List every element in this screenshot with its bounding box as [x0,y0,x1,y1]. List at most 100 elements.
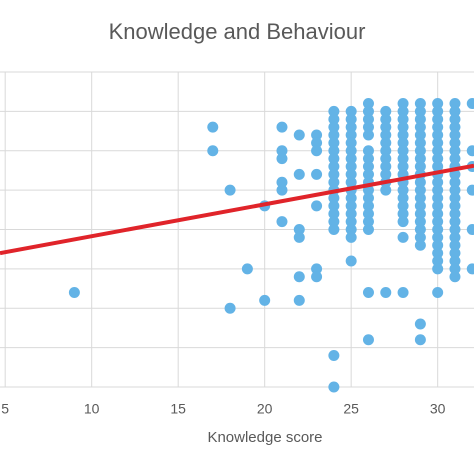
data-point [449,176,461,188]
data-point [362,113,374,125]
data-point [380,168,392,180]
data-point [414,184,426,196]
data-point [449,153,461,165]
data-point [432,247,444,259]
data-point [449,224,461,235]
data-point [362,129,374,141]
data-point [380,137,392,149]
data-point [328,137,340,149]
data-point [414,318,426,330]
data-point [276,153,288,165]
data-point [414,98,426,109]
data-point [432,263,444,275]
data-point [345,231,357,243]
data-point [276,184,288,196]
data-point [328,145,340,157]
data-point [414,129,426,141]
data-point [311,137,323,149]
data-point [449,239,461,251]
data-point [345,224,357,235]
data-point [328,208,340,220]
data-point [432,153,444,165]
x-tick-label: 5 [1,401,9,417]
data-point [432,145,444,157]
data-point [345,113,357,125]
data-point [466,184,474,196]
data-point [276,216,288,228]
data-point [362,216,374,228]
data-point [328,121,340,133]
data-point [328,224,340,235]
data-point [328,216,340,228]
data-point [362,121,374,133]
data-point [241,263,253,275]
trend-line [0,163,474,256]
data-point [432,105,444,117]
data-point [380,113,392,125]
data-point [362,161,374,172]
data-point [432,98,444,109]
data-point [397,129,409,141]
data-point [311,129,323,141]
data-point [432,287,444,298]
data-point [397,231,409,243]
data-point [414,334,426,346]
data-point [345,153,357,165]
data-point [449,145,461,157]
data-point [362,145,374,157]
data-point [397,184,409,196]
data-point [380,145,392,157]
data-point [397,105,409,117]
data-point [345,105,357,117]
data-point [449,98,461,109]
data-point [207,145,219,157]
data-point [293,271,305,283]
data-point [345,145,357,157]
data-point [311,200,323,212]
chart-title: Knowledge and Behaviour [109,19,366,44]
data-point [345,129,357,141]
data-point [293,224,305,235]
data-point [414,216,426,228]
data-point [449,192,461,204]
x-tick-label: 25 [343,401,359,417]
data-point [397,161,409,172]
data-point [311,145,323,157]
data-point [432,200,444,212]
data-point [276,176,288,188]
data-point [311,271,323,283]
data-point [328,129,340,141]
data-point [345,121,357,133]
data-point [276,121,288,133]
data-point [362,224,374,235]
data-point [449,137,461,149]
data-point [380,129,392,141]
data-point [380,105,392,117]
data-point [397,113,409,125]
data-point [449,129,461,141]
data-point [414,208,426,220]
data-point [432,176,444,188]
data-point [397,192,409,204]
data-point [397,153,409,165]
data-point [345,200,357,212]
data-point [380,184,392,196]
data-point [311,168,323,180]
data-point [466,145,474,157]
data-point [449,105,461,117]
data-point [449,247,461,259]
data-point [449,216,461,228]
data-point [345,216,357,228]
data-point [328,161,340,172]
data-point [414,200,426,212]
data-point [345,168,357,180]
data-point [414,176,426,188]
data-point [466,263,474,275]
data-point [293,231,305,243]
data-point [432,184,444,196]
data-point [362,208,374,220]
data-point [311,263,323,275]
data-point [224,302,236,314]
data-point [449,184,461,196]
x-tick-label: 30 [430,401,446,417]
